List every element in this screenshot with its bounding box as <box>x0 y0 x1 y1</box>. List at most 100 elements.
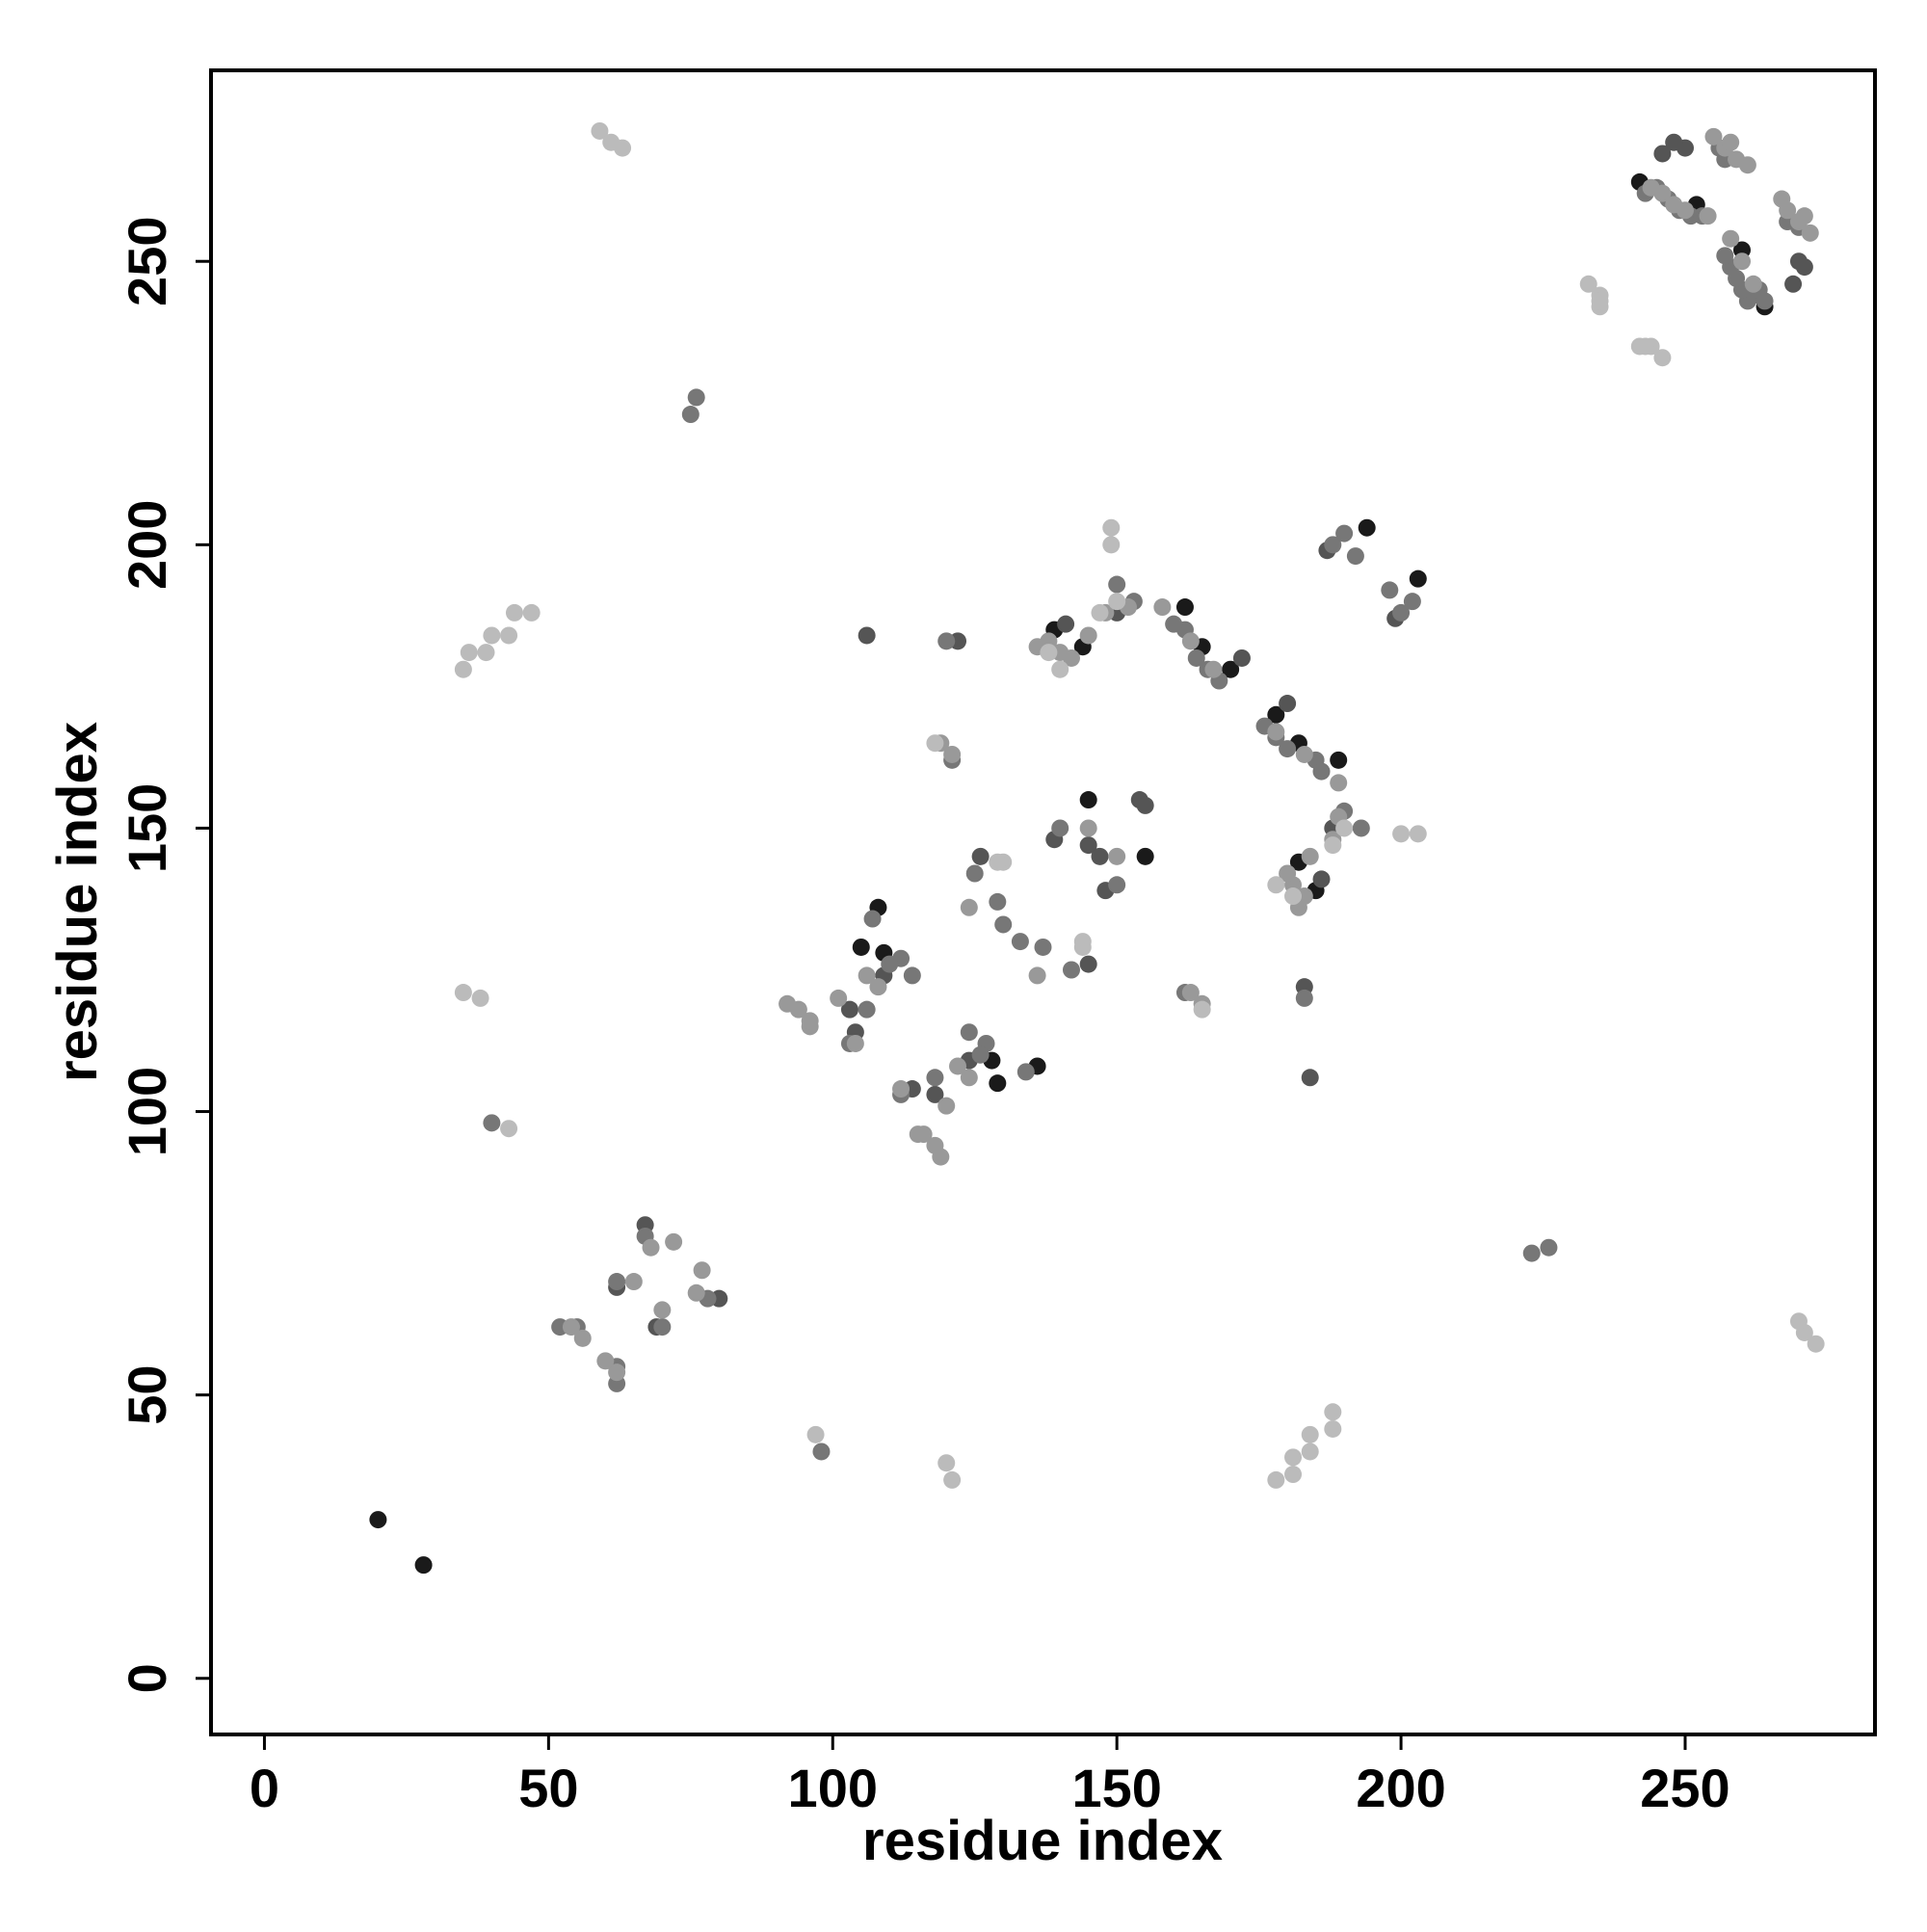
point <box>1324 836 1342 855</box>
x-tick-label: 0 <box>250 1758 279 1818</box>
point <box>1284 887 1303 906</box>
point <box>960 1023 978 1042</box>
point <box>454 984 472 1002</box>
point <box>858 966 876 985</box>
point <box>1722 133 1740 151</box>
point <box>681 406 700 424</box>
point <box>892 1080 911 1098</box>
point <box>1051 660 1069 678</box>
point <box>500 1120 518 1138</box>
point <box>1676 201 1694 220</box>
point <box>1807 1335 1825 1353</box>
point <box>693 1261 711 1280</box>
point <box>1079 819 1097 837</box>
point <box>926 1085 944 1103</box>
point <box>471 989 489 1007</box>
point <box>1789 1312 1808 1331</box>
point <box>1040 644 1058 662</box>
point <box>1636 337 1654 356</box>
point <box>1335 524 1354 543</box>
point <box>1392 603 1411 622</box>
point <box>1222 660 1240 678</box>
point <box>1312 870 1331 888</box>
point <box>1358 518 1376 537</box>
point <box>1301 1425 1319 1443</box>
point <box>1051 819 1069 837</box>
point <box>1403 593 1421 611</box>
point <box>608 1363 626 1382</box>
point <box>1091 847 1109 865</box>
point <box>1267 723 1285 741</box>
point <box>1279 695 1297 713</box>
point <box>1522 1244 1541 1262</box>
point <box>937 1454 956 1472</box>
point <box>483 626 501 645</box>
point <box>1108 847 1126 865</box>
point <box>454 660 472 678</box>
point <box>1295 989 1313 1007</box>
y-tick-label: 250 <box>117 217 177 306</box>
point <box>1579 275 1597 293</box>
point <box>1801 224 1819 242</box>
x-tick-label: 250 <box>1640 1758 1729 1818</box>
point <box>1392 825 1411 843</box>
point <box>971 847 990 865</box>
point <box>960 898 978 916</box>
point <box>852 938 870 956</box>
y-tick-label: 100 <box>117 1067 177 1156</box>
point <box>1057 615 1075 633</box>
point <box>1335 819 1354 837</box>
point <box>1204 660 1223 678</box>
point <box>1193 1000 1211 1019</box>
point <box>965 864 984 883</box>
point <box>989 1074 1007 1093</box>
point <box>1267 876 1285 894</box>
point <box>1784 275 1803 293</box>
point <box>1181 984 1200 1002</box>
point <box>1699 207 1717 225</box>
point <box>1079 836 1097 855</box>
point <box>653 1318 672 1337</box>
point <box>1011 933 1029 951</box>
points <box>369 121 1825 1575</box>
point <box>1301 1069 1319 1087</box>
point <box>1016 1063 1035 1081</box>
point <box>989 853 1007 871</box>
point <box>562 1318 580 1337</box>
point <box>1295 745 1313 763</box>
y-axis-label: residue index <box>46 722 109 1082</box>
point <box>1301 847 1319 865</box>
point <box>1755 292 1774 310</box>
point <box>1324 1419 1342 1438</box>
point <box>653 1301 672 1319</box>
point <box>1738 156 1756 174</box>
point <box>903 966 921 985</box>
point <box>1079 626 1097 645</box>
point <box>1665 133 1683 151</box>
point <box>858 626 876 645</box>
point <box>937 1097 956 1115</box>
point <box>1591 292 1609 310</box>
point <box>1181 632 1200 650</box>
point <box>624 1273 643 1291</box>
point <box>1073 938 1092 956</box>
point <box>1267 705 1285 724</box>
point <box>460 644 478 662</box>
point <box>1330 774 1348 792</box>
y-tick-label: 200 <box>117 500 177 590</box>
point <box>1732 252 1751 271</box>
x-tick-label: 150 <box>1071 1758 1161 1818</box>
point <box>812 1442 831 1461</box>
point <box>1062 961 1080 979</box>
point <box>483 1114 501 1132</box>
point <box>1381 581 1399 599</box>
point <box>1744 275 1762 293</box>
point <box>914 1125 933 1144</box>
point <box>642 1238 660 1257</box>
point <box>687 388 705 407</box>
point <box>1279 864 1297 883</box>
point <box>1187 648 1205 667</box>
point <box>806 1425 825 1443</box>
point <box>1346 547 1364 566</box>
point <box>1773 190 1791 208</box>
